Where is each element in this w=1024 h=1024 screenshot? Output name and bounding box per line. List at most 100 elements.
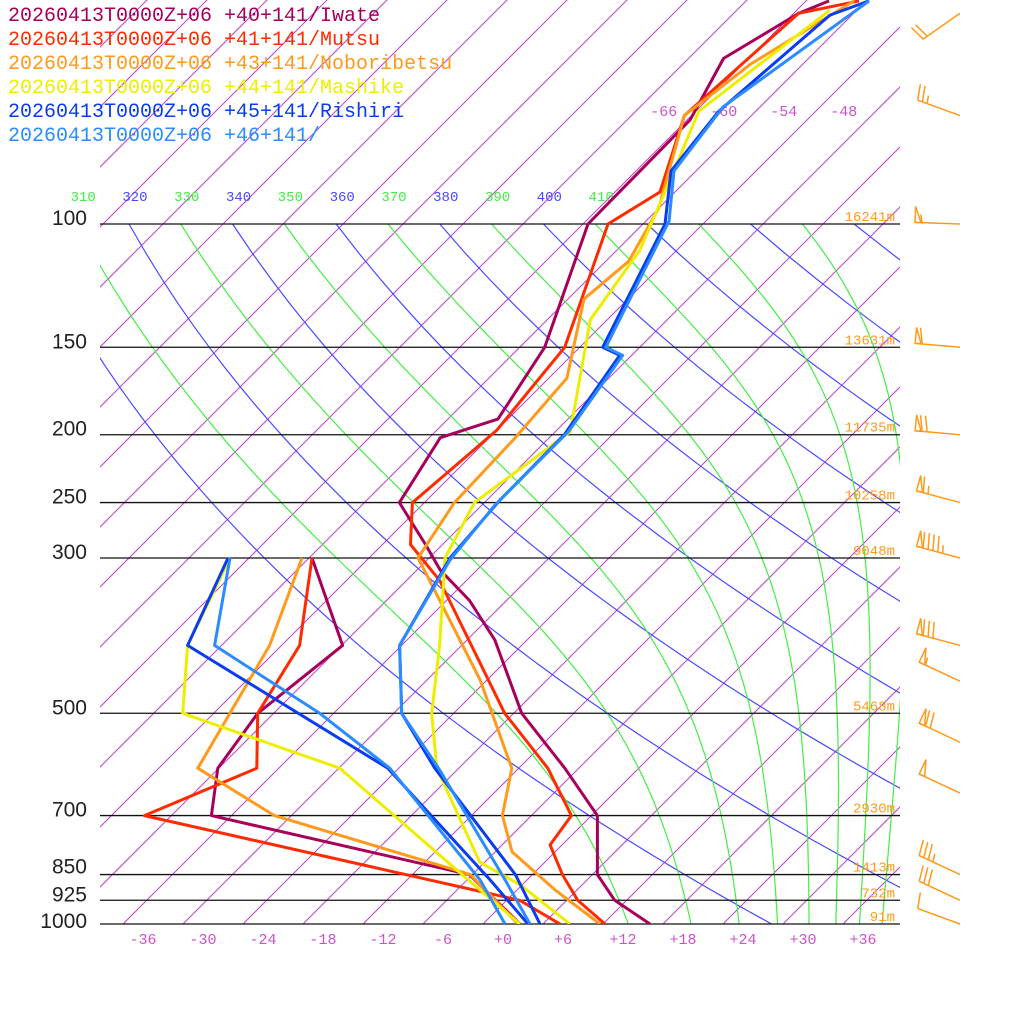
pressure-label: 500 — [52, 696, 87, 719]
isotherm-line — [722, 746, 900, 924]
wind-barb — [918, 708, 961, 743]
adiabat-label: 410 — [589, 190, 614, 206]
temperature-tick-label: +30 — [789, 932, 816, 949]
adiabat-label: 400 — [537, 190, 562, 206]
isotherm-line — [100, 0, 568, 468]
wind-barb — [918, 647, 961, 682]
noboribetsu-dewpoint-line — [196, 557, 520, 924]
wind-barb — [914, 206, 961, 225]
temperature-tick-label: -6 — [434, 932, 452, 949]
mutsu-temperature-line — [409, 0, 860, 924]
height-label: 11735m — [845, 421, 895, 437]
dry-adiabats — [100, 223, 1024, 924]
pressure-label: 925 — [52, 883, 87, 906]
temperature-tick-label: +0 — [494, 932, 512, 949]
pressure-label: 250 — [52, 486, 87, 509]
pressure-lines — [100, 223, 900, 925]
pressure-label: 850 — [52, 856, 87, 879]
adiabat-label: 370 — [381, 190, 406, 206]
dry-adiabat-line — [853, 223, 900, 261]
pressure-label: 100 — [52, 207, 87, 230]
wind-barb — [914, 327, 961, 349]
dry-adiabat-line — [646, 223, 900, 427]
temperature-tick-label: +6 — [554, 932, 572, 949]
height-label: 1413m — [853, 861, 895, 877]
isotherm-line — [100, 0, 388, 288]
isotherm-line — [100, 0, 628, 528]
isotherm-label: -54 — [770, 104, 797, 121]
wind-barb — [910, 12, 961, 40]
temperature-tick-label: -12 — [369, 932, 396, 949]
temperature-tick-label: -36 — [129, 932, 156, 949]
isotherm-line — [182, 206, 900, 924]
wind-barb — [918, 759, 961, 794]
temperature-tick-label: +24 — [729, 932, 756, 949]
wind-barb — [918, 839, 961, 876]
mutsu-dewpoint-line — [142, 557, 561, 924]
isotherm-line — [842, 866, 900, 924]
isotherm-line — [122, 146, 900, 924]
dry-adiabat-line — [958, 224, 1024, 924]
wind-barb — [914, 414, 961, 436]
isotherm-line — [362, 386, 900, 924]
isotherm-line — [100, 0, 508, 408]
isotherm-line — [100, 0, 688, 588]
isotherm-line — [100, 0, 448, 348]
height-label: 2930m — [853, 802, 895, 818]
legend-entry-mutsu: 20260413T0000Z+06 +41+141/Mutsu — [8, 29, 381, 52]
temperature-tick-label: +36 — [849, 932, 876, 949]
adiabat-label: 340 — [226, 190, 251, 206]
isotherm-line — [100, 26, 900, 828]
legend-entry-noboribetsu: 20260413T0000Z+06 +43+141/Noboribetsu — [8, 53, 453, 76]
wind-barb — [915, 618, 961, 647]
height-label: 5468m — [853, 699, 895, 715]
isotherm-line — [302, 326, 900, 924]
adiabat-label: 380 — [433, 190, 458, 206]
mashike-dewpoint-line — [181, 557, 521, 924]
pressure-label: 200 — [52, 418, 87, 441]
wind-barb — [916, 892, 961, 925]
noboribetsu-temperature-line — [416, 0, 855, 924]
temperature-tick-label: -18 — [309, 932, 336, 949]
moist-adiabat-line — [698, 223, 871, 924]
isotherm-line — [242, 266, 900, 924]
isotherm-line — [542, 566, 900, 924]
height-label: 9048m — [853, 544, 895, 560]
height-label: 732m — [861, 886, 895, 902]
pressure-label: 700 — [52, 799, 87, 822]
legend-entry-iwate: 20260413T0000Z+06 +40+141/Iwate — [8, 5, 381, 28]
height-label: 10258m — [845, 489, 895, 505]
-46-141-dewpoint-line — [213, 557, 507, 924]
mashike-temperature-line — [430, 9, 831, 924]
isotherm-line — [100, 0, 868, 768]
isotherm-line — [100, 0, 808, 708]
pressure-label: 150 — [52, 330, 87, 353]
pressure-label: 1000 — [40, 910, 87, 933]
isotherm-line — [662, 686, 900, 924]
isotherm-line — [100, 0, 268, 168]
isotherm-line — [602, 626, 900, 924]
isotherm-line — [422, 446, 900, 924]
isotherm-line — [100, 0, 748, 648]
isotherm-label: -48 — [830, 104, 857, 121]
wind-barbs — [910, 12, 961, 925]
dry-adiabat-line — [750, 223, 900, 343]
soundings — [142, 0, 870, 924]
temperature-tick-label: -24 — [249, 932, 276, 949]
legend-entry-46-141: 20260413T0000Z+06 +46+141/ — [8, 125, 321, 148]
wind-barb — [915, 530, 961, 559]
adiabat-label: 360 — [330, 190, 355, 206]
height-label: 91m — [870, 910, 895, 926]
isotherm-line — [782, 806, 900, 924]
pressure-label: 300 — [52, 541, 87, 564]
-46-141-temperature-line — [398, 0, 870, 924]
wind-barb — [916, 83, 961, 117]
wind-barb — [915, 475, 961, 504]
isotherm-line — [903, 0, 1024, 924]
dry-adiabat-line — [232, 223, 900, 789]
rishiri-temperature-line — [398, 0, 870, 924]
legend: 20260413T0000Z+06 +40+141/Iwate 20260413… — [8, 5, 452, 149]
moist-adiabats — [100, 223, 900, 924]
